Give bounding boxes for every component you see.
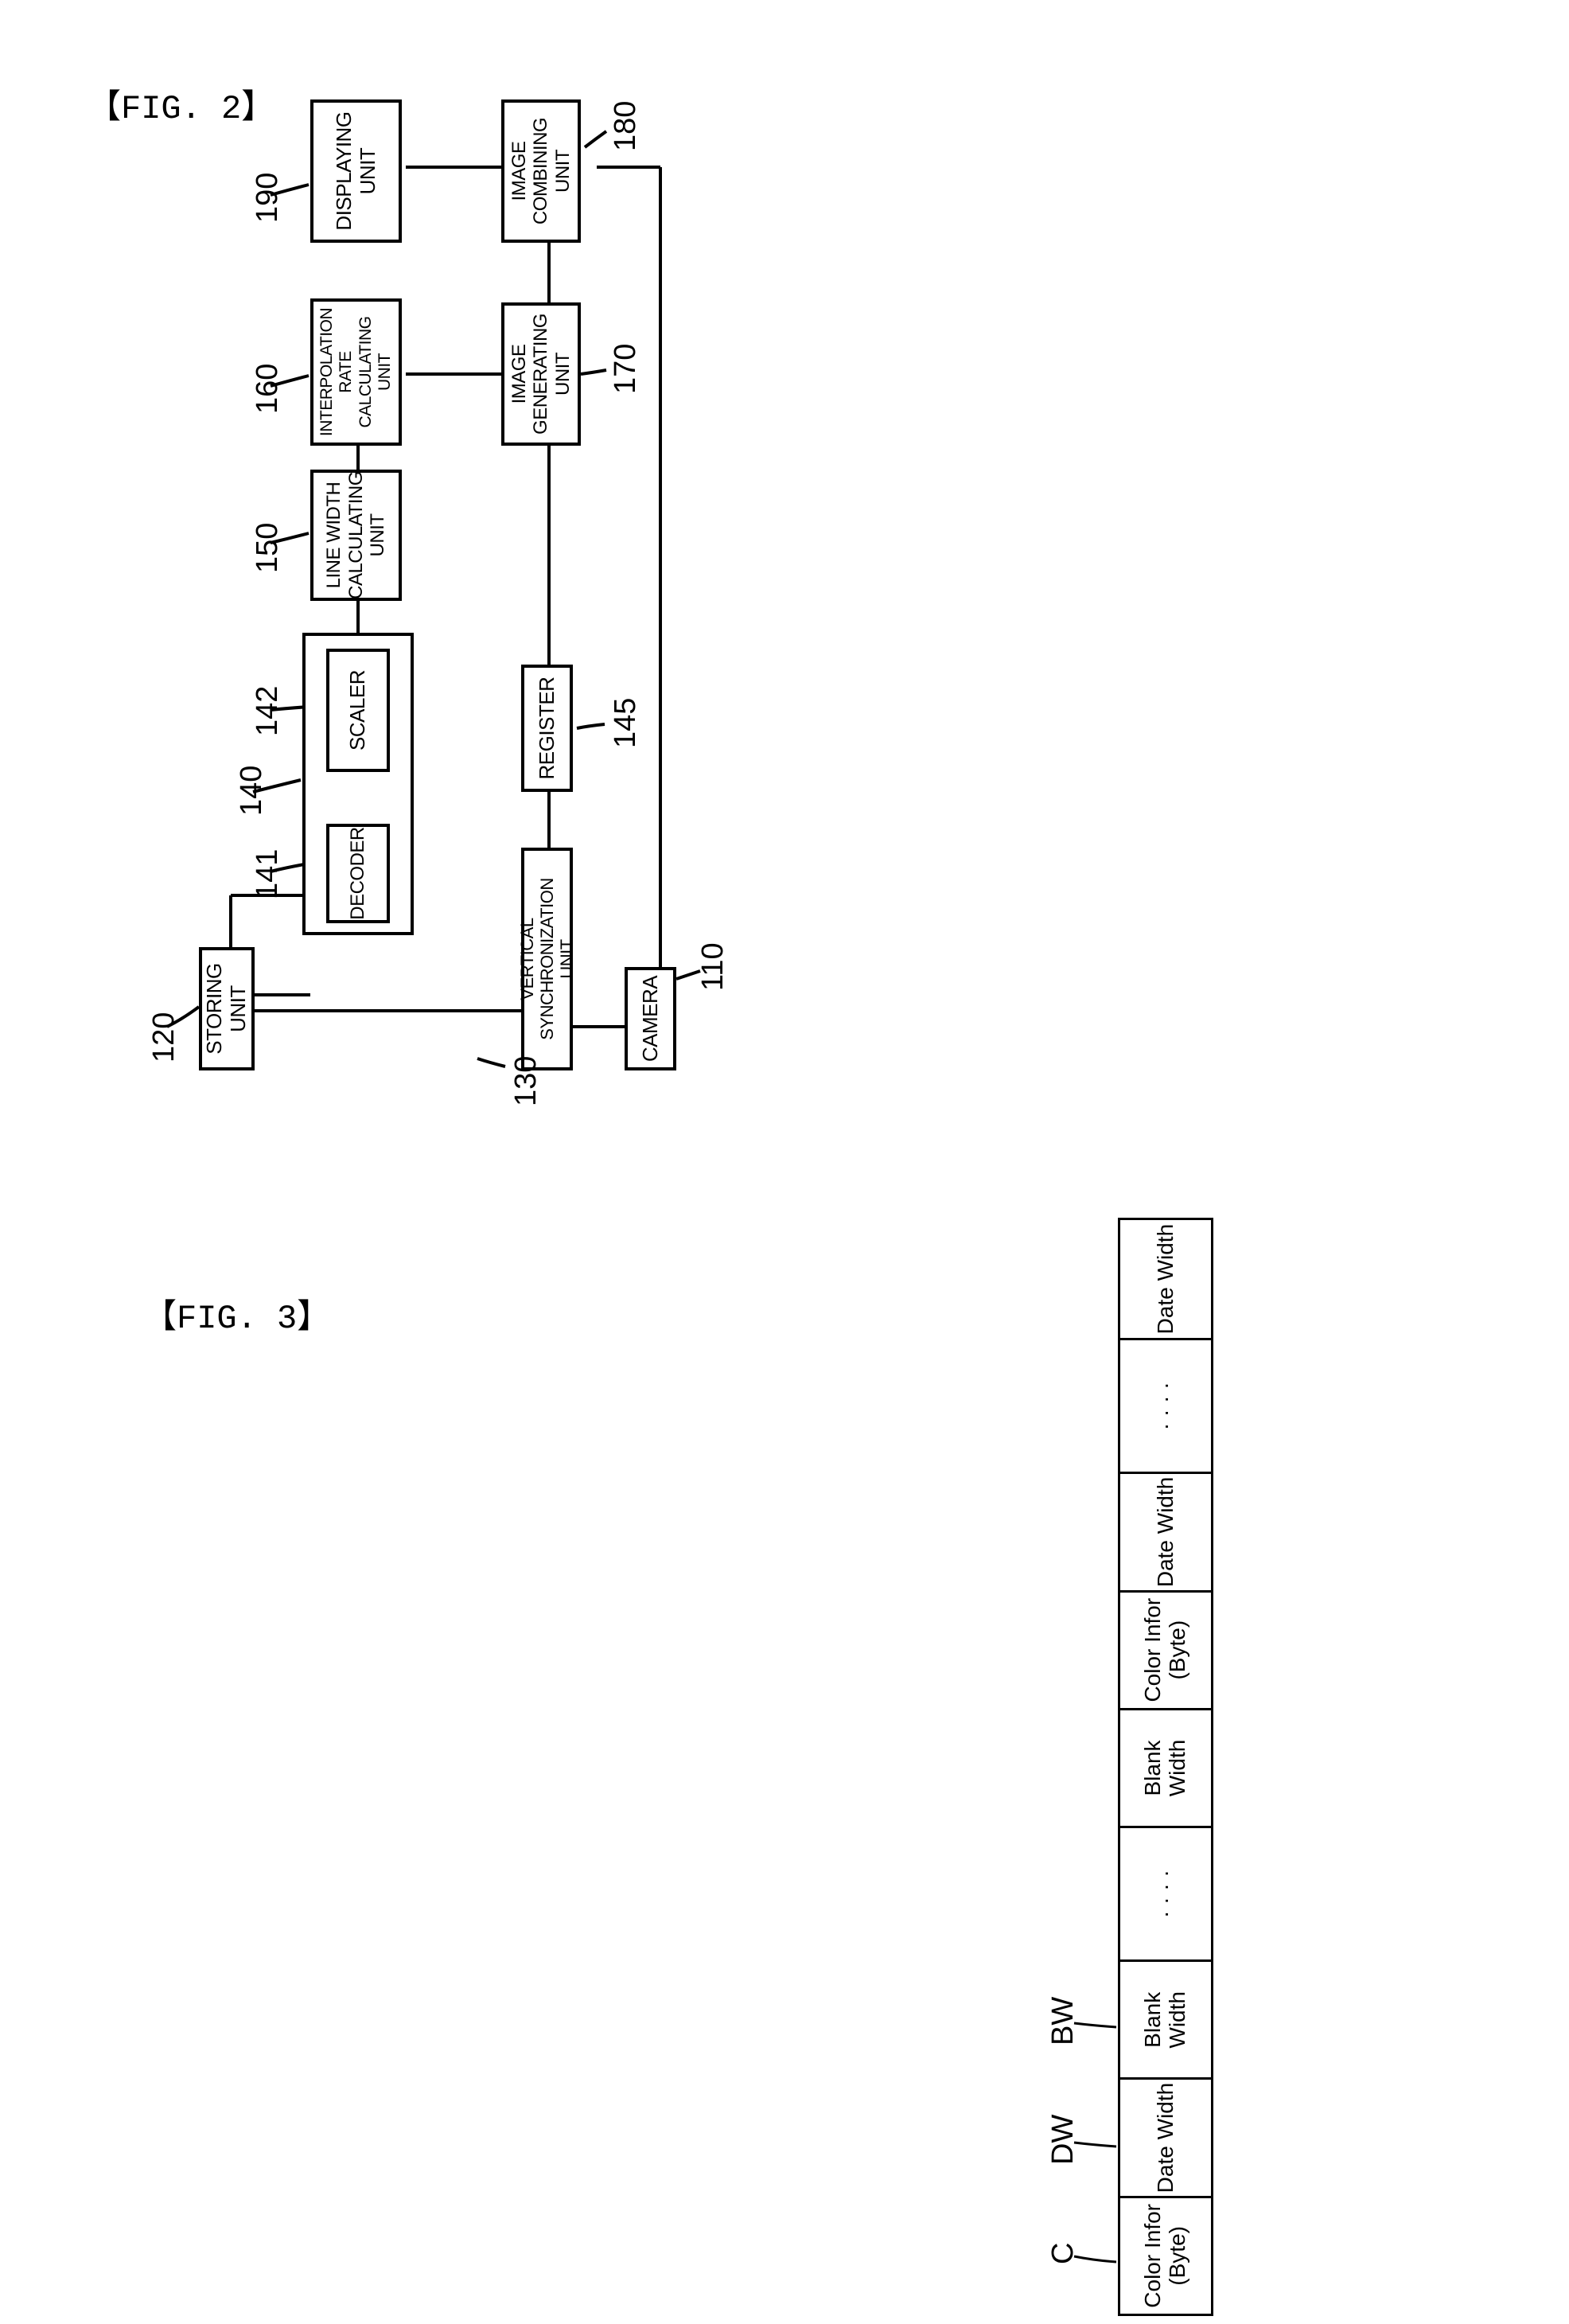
fig3-cell-4: Blank Width bbox=[1120, 1708, 1211, 1826]
ref-150: 150 bbox=[251, 523, 285, 573]
fig2-diagram: STORINGUNIT 120 VERTICALSYNCHRONIZATIONU… bbox=[119, 231, 1472, 1106]
imggen-block: IMAGEGENERATINGUNIT bbox=[501, 302, 581, 446]
ref-130: 130 bbox=[509, 1056, 543, 1106]
fig3-cell-8: Date Width bbox=[1120, 1220, 1211, 1338]
page: 【FIG. 2】 bbox=[32, 32, 1537, 2244]
imgcomb-block: IMAGECOMBININGUNIT bbox=[501, 99, 581, 243]
ref-141: 141 bbox=[251, 849, 285, 899]
fig3-diagram: C DW BW Color Infor(Byte)Date WidthBlank… bbox=[1006, 1210, 1285, 2324]
fig3-cell-1: Date Width bbox=[1120, 2077, 1211, 2195]
fig3-table: Color Infor(Byte)Date WidthBlank Width· … bbox=[1118, 1218, 1213, 2316]
storing-unit-block: STORINGUNIT bbox=[199, 947, 255, 1070]
camera-block: CAMERA bbox=[625, 967, 676, 1070]
tag-c: C bbox=[1046, 2243, 1080, 2264]
ref-180: 180 bbox=[609, 101, 643, 151]
ref-170: 170 bbox=[609, 344, 643, 394]
fig3-label: 【FIG. 3】 bbox=[143, 1289, 330, 1338]
tag-dw: DW bbox=[1046, 2115, 1080, 2165]
vsync-block: VERTICALSYNCHRONIZATIONUNIT bbox=[521, 848, 573, 1070]
linewidth-block: LINE WIDTHCALCULATINGUNIT bbox=[310, 470, 402, 601]
fig3-cell-7: · · · · bbox=[1120, 1338, 1211, 1472]
ref-142: 142 bbox=[251, 686, 285, 736]
ref-140: 140 bbox=[235, 766, 269, 816]
fig3-cell-3: · · · · bbox=[1120, 1826, 1211, 1959]
ref-190: 190 bbox=[251, 173, 285, 223]
fig3-cell-5: Color Infor(Byte) bbox=[1120, 1590, 1211, 1708]
ref-160: 160 bbox=[251, 364, 285, 414]
tag-bw: BW bbox=[1046, 1997, 1080, 2045]
interp-block: INTERPOLATIONRATE CALCULATINGUNIT bbox=[310, 298, 402, 446]
fig2-label: 【FIG. 2】 bbox=[88, 80, 274, 128]
fig3-cell-0: Color Infor(Byte) bbox=[1120, 2196, 1211, 2314]
ref-145: 145 bbox=[609, 698, 643, 748]
display-block: DISPLAYINGUNIT bbox=[310, 99, 402, 243]
ref-110: 110 bbox=[696, 942, 730, 991]
scaler-block: SCALER bbox=[326, 649, 390, 772]
fig3-cell-2: Blank Width bbox=[1120, 1959, 1211, 2077]
ref-120: 120 bbox=[147, 1012, 181, 1063]
fig3-cell-6: Date Width bbox=[1120, 1472, 1211, 1589]
decoder-block: DECODER bbox=[326, 824, 390, 923]
register-block: REGISTER bbox=[521, 665, 573, 792]
